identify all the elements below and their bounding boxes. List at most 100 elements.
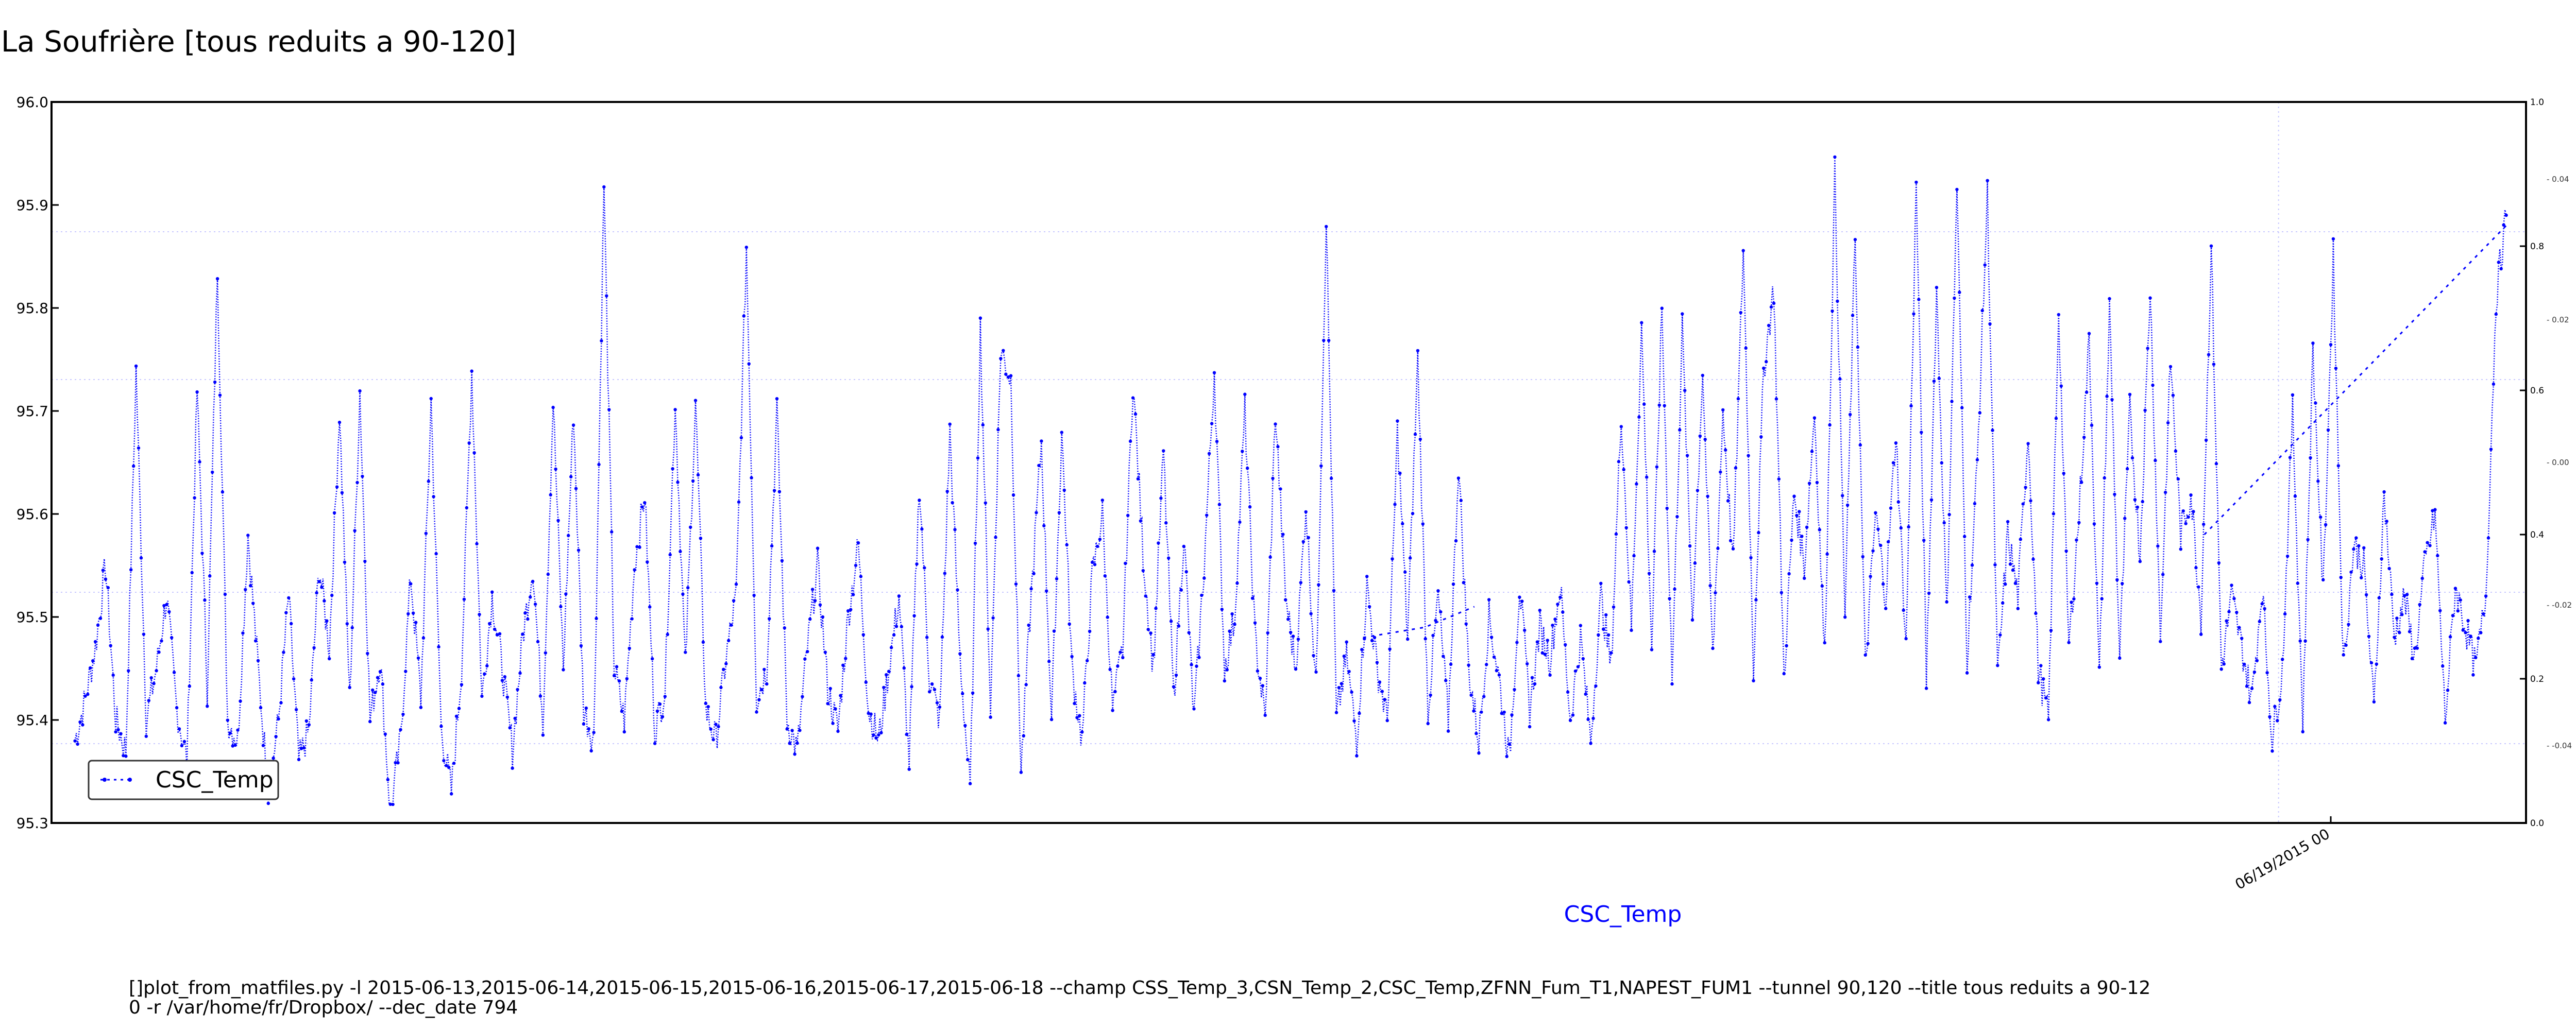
data-point (861, 633, 866, 637)
data-point (2423, 550, 2427, 554)
data-point (958, 652, 962, 656)
data-point (1065, 543, 1069, 547)
data-point (1352, 719, 1356, 723)
data-point (1365, 575, 1369, 578)
data-point (1296, 638, 1300, 641)
data-point (233, 743, 237, 747)
data-point (328, 657, 331, 661)
data-point (2121, 581, 2124, 586)
data-point (928, 690, 931, 694)
data-point (1477, 751, 1481, 755)
data-point (1212, 371, 1216, 374)
data-point (549, 493, 552, 497)
y-axis-left: 96.0 95.9 95.8 95.7 95.6 95.5 95.4 95.3 (16, 94, 59, 832)
data-point (1049, 717, 1054, 722)
data-point (793, 752, 796, 756)
data-point (1075, 716, 1079, 719)
data-point (2418, 603, 2421, 607)
data-point (1777, 477, 1781, 481)
data-point (1301, 540, 1305, 544)
data-point (411, 611, 415, 615)
data-point (938, 705, 942, 709)
data-point (218, 393, 222, 397)
data-point (378, 670, 382, 674)
data-point (2197, 585, 2200, 589)
data-point (2486, 536, 2490, 540)
data-point (1749, 556, 1753, 560)
data-point (366, 651, 369, 656)
data-point (1487, 598, 1491, 602)
data-point (646, 560, 649, 564)
data-point (1993, 563, 1997, 566)
data-point (1146, 628, 1150, 631)
data-point (1530, 676, 1534, 680)
data-point (577, 548, 581, 552)
data-point (241, 631, 245, 635)
data-point (1548, 673, 1552, 677)
data-point (1576, 665, 1580, 668)
data-point (978, 316, 982, 320)
data-point (1210, 422, 1214, 425)
data-point (1177, 624, 1181, 628)
data-point (1706, 494, 1709, 498)
data-point (1515, 641, 1519, 644)
data-point (1757, 531, 1760, 535)
data-point (325, 619, 329, 623)
data-point (1825, 552, 1829, 556)
data-point (989, 715, 992, 719)
data-point (1856, 345, 1860, 349)
data-point (2133, 498, 2137, 502)
data-point (2377, 596, 2381, 600)
data-point (2352, 547, 2355, 551)
data-point (1812, 416, 1817, 420)
data-point (770, 544, 774, 548)
data-point (2319, 516, 2323, 519)
data-point (1836, 299, 1839, 303)
data-point (1927, 591, 1931, 595)
data-point (1668, 597, 1671, 600)
data-point (1133, 412, 1138, 416)
data-point (1526, 662, 1529, 666)
right-secondary-tick-label: - 0.02 (2547, 315, 2569, 324)
data-point (147, 699, 150, 702)
data-point (2219, 667, 2223, 671)
data-point (1124, 561, 1127, 565)
data-point (445, 764, 448, 767)
data-point (2344, 643, 2348, 647)
data-point (2456, 609, 2460, 613)
data-point (211, 470, 214, 474)
data-point (2118, 656, 2122, 660)
data-point (1828, 423, 1832, 427)
data-point (617, 679, 621, 683)
data-point (1589, 742, 1592, 745)
data-point (1009, 374, 1013, 377)
data-point (727, 639, 731, 643)
data-point (1663, 404, 1666, 407)
data-point (427, 479, 430, 483)
data-point (1635, 482, 1638, 486)
data-point (765, 682, 769, 686)
data-point (472, 451, 476, 455)
data-point (2179, 547, 2182, 551)
data-point (1268, 555, 1272, 559)
data-point (1665, 506, 1669, 510)
data-point (666, 632, 669, 637)
data-point (1780, 591, 1783, 594)
data-point (1243, 392, 1247, 396)
data-point (1367, 605, 1371, 609)
data-point (1261, 684, 1264, 688)
data-point (2390, 593, 2394, 596)
data-point (653, 742, 657, 745)
data-point (1599, 581, 1603, 586)
data-point (869, 712, 873, 716)
data-point (1678, 428, 1682, 432)
data-point (1291, 634, 1295, 638)
data-point (277, 717, 280, 721)
data-point (2168, 365, 2173, 369)
data-point (1912, 312, 1916, 316)
data-point (134, 364, 138, 368)
data-point (253, 639, 258, 643)
data-point (1886, 540, 1890, 544)
data-point (2380, 557, 2383, 561)
data-point (1853, 238, 1857, 242)
